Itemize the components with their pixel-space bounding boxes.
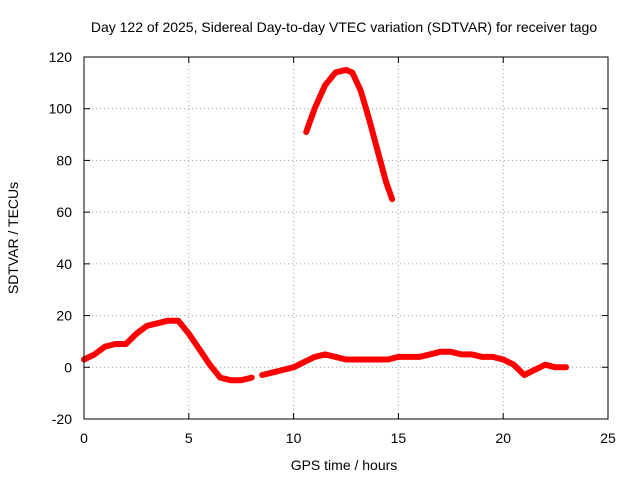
x-tick-label: 20 [495, 430, 511, 446]
y-tick-label: 0 [64, 359, 72, 375]
series-line-tago-mid [259, 348, 570, 378]
y-tick-label: 80 [56, 152, 72, 168]
x-tick-label: 5 [185, 430, 193, 446]
series-line-tago-low [81, 317, 255, 384]
grid [84, 57, 608, 419]
y-tick-label: -20 [52, 411, 72, 427]
x-tick-label: 0 [80, 430, 88, 446]
y-tick-label: 120 [49, 49, 73, 65]
x-tick-label: 25 [600, 430, 616, 446]
series-line-tago-high [303, 66, 396, 203]
y-tick-label: 20 [56, 308, 72, 324]
y-tick-label: 100 [49, 101, 73, 117]
chart-title: Day 122 of 2025, Sidereal Day-to-day VTE… [91, 19, 598, 35]
series-layer [81, 66, 570, 384]
plot-frame [83, 56, 609, 420]
x-tick-label: 10 [286, 430, 302, 446]
y-tick-label: 40 [56, 256, 72, 272]
y-axis-label: SDTVAR / TECUs [5, 182, 21, 294]
x-tick-label: 15 [391, 430, 407, 446]
ticks: 0 5 10 15 20 25 -20 0 20 40 60 80 100 120 [49, 49, 616, 446]
y-tick-label: 60 [56, 204, 72, 220]
x-axis-label: GPS time / hours [291, 457, 398, 473]
